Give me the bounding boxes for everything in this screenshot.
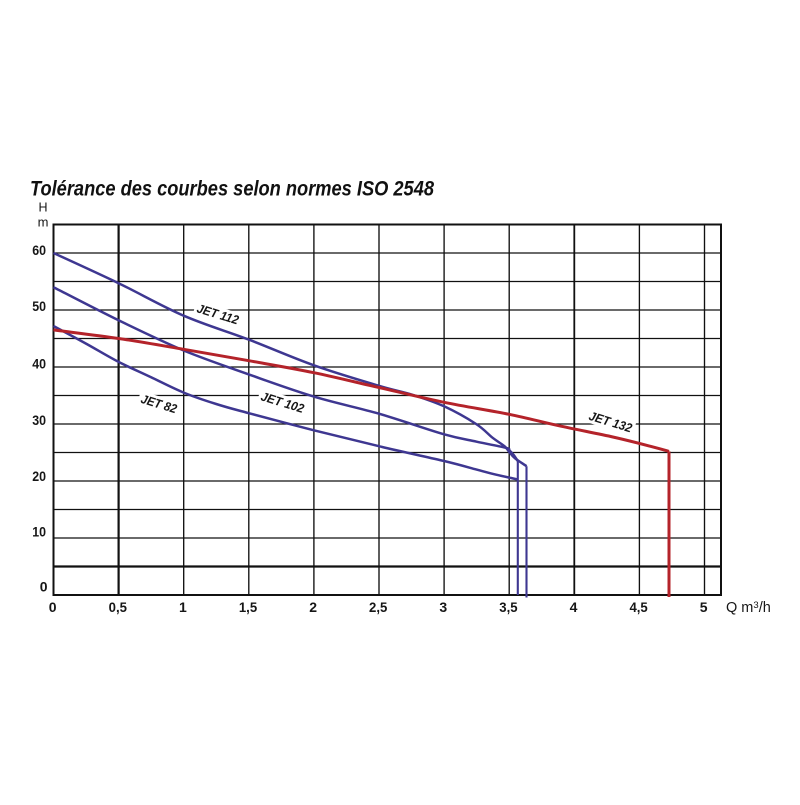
- svg-text:2: 2: [309, 599, 317, 615]
- svg-text:0: 0: [49, 599, 57, 615]
- svg-text:30: 30: [32, 412, 46, 428]
- svg-text:3,5: 3,5: [499, 599, 517, 615]
- svg-text:5: 5: [700, 599, 708, 615]
- svg-text:50: 50: [32, 298, 46, 314]
- svg-text:4: 4: [570, 599, 578, 615]
- svg-text:2,5: 2,5: [369, 599, 387, 615]
- svg-text:20: 20: [32, 468, 46, 484]
- svg-text:1,5: 1,5: [239, 599, 257, 615]
- svg-text:0: 0: [40, 579, 48, 595]
- svg-text:Q m3/h: Q m3/h: [726, 600, 771, 616]
- svg-text:Tolérance des courbes selon no: Tolérance des courbes selon normes ISO 2…: [30, 178, 434, 201]
- svg-text:3: 3: [439, 599, 447, 615]
- svg-text:60: 60: [32, 242, 46, 258]
- svg-text:10: 10: [32, 524, 46, 540]
- svg-text:40: 40: [32, 355, 46, 371]
- svg-text:4,5: 4,5: [629, 599, 647, 615]
- svg-text:0,5: 0,5: [109, 599, 127, 615]
- svg-text:H: H: [38, 201, 47, 215]
- svg-text:m: m: [38, 215, 49, 230]
- svg-text:1: 1: [179, 599, 187, 615]
